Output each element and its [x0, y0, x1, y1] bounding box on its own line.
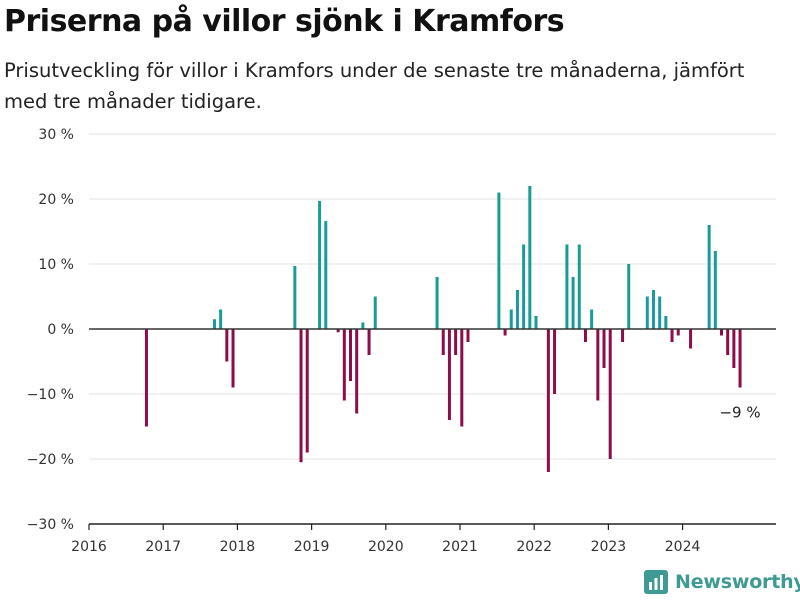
- chart-subtitle: Prisutveckling för villor i Kramfors und…: [4, 59, 745, 113]
- brand-name: Newsworthy: [675, 571, 800, 593]
- x-tick-label: 2017: [145, 539, 181, 555]
- bar: [720, 329, 723, 336]
- bar: [528, 186, 532, 329]
- bar: [565, 244, 569, 329]
- y-tick-label: −10 %: [27, 387, 74, 403]
- bar: [534, 316, 538, 329]
- bar: [522, 244, 526, 329]
- newsworthy-logo-icon: [644, 570, 668, 594]
- bar: [658, 296, 662, 329]
- bar: [509, 309, 513, 329]
- y-tick-label: −20 %: [27, 452, 74, 468]
- bar: [726, 329, 730, 355]
- bar: [713, 251, 717, 329]
- y-tick-label: 20 %: [38, 192, 74, 208]
- bar: [608, 329, 612, 459]
- bar: [441, 329, 445, 355]
- bar: [355, 329, 359, 414]
- bar: [447, 329, 451, 420]
- bar: [349, 329, 352, 381]
- bar: [553, 329, 557, 394]
- bar: [664, 316, 668, 329]
- bar: [732, 329, 736, 368]
- bar: [454, 329, 458, 355]
- bar: [373, 296, 377, 329]
- last-value-annotation: −9 %: [719, 404, 760, 422]
- bar: [670, 329, 674, 342]
- bar: [590, 309, 594, 329]
- bar: [324, 221, 328, 329]
- newsworthy-logo: Newsworthy: [644, 570, 800, 594]
- bar: [515, 290, 519, 329]
- bar: [689, 329, 693, 349]
- y-tick-label: 10 %: [38, 257, 74, 273]
- x-tick-label: 2021: [442, 539, 478, 555]
- bar: [583, 329, 587, 342]
- bar: [144, 329, 148, 427]
- x-tick-label: 2016: [71, 539, 107, 555]
- bar: [546, 329, 550, 472]
- bar: [367, 329, 371, 355]
- y-tick-label: 0 %: [47, 322, 74, 338]
- bar: [676, 329, 680, 336]
- bar: [621, 329, 625, 342]
- bar: [305, 329, 309, 453]
- x-tick-label: 2022: [516, 539, 552, 555]
- bar: [336, 329, 340, 333]
- x-tick-label: 2018: [220, 539, 256, 555]
- x-tick-label: 2020: [368, 539, 404, 555]
- bar: [231, 329, 235, 388]
- bar: [225, 329, 229, 362]
- bar: [293, 265, 297, 329]
- y-tick-label: 30 %: [38, 127, 74, 143]
- bar: [503, 329, 507, 336]
- bar: [596, 329, 600, 401]
- bar: [466, 329, 470, 342]
- bar: [460, 329, 464, 427]
- bar: [627, 264, 631, 329]
- bar: [212, 319, 216, 329]
- x-tick-label: 2023: [591, 539, 627, 555]
- bar: [342, 329, 346, 401]
- bar: [571, 277, 575, 329]
- bar: [299, 329, 303, 463]
- bar: [219, 309, 223, 329]
- bar: [645, 296, 649, 329]
- bar: [602, 329, 606, 368]
- bar: [435, 277, 439, 329]
- bar: [318, 200, 322, 329]
- bar: [651, 290, 655, 329]
- bar: [361, 322, 365, 329]
- bar: [707, 225, 711, 329]
- bar: [577, 244, 581, 329]
- bar: [497, 192, 501, 329]
- x-tick-label: 2019: [294, 539, 330, 555]
- y-tick-label: −30 %: [27, 517, 74, 533]
- chart-title: Priserna på villor sjönk i Kramfors: [4, 4, 565, 39]
- bar: [738, 329, 742, 388]
- x-tick-label: 2024: [665, 539, 701, 555]
